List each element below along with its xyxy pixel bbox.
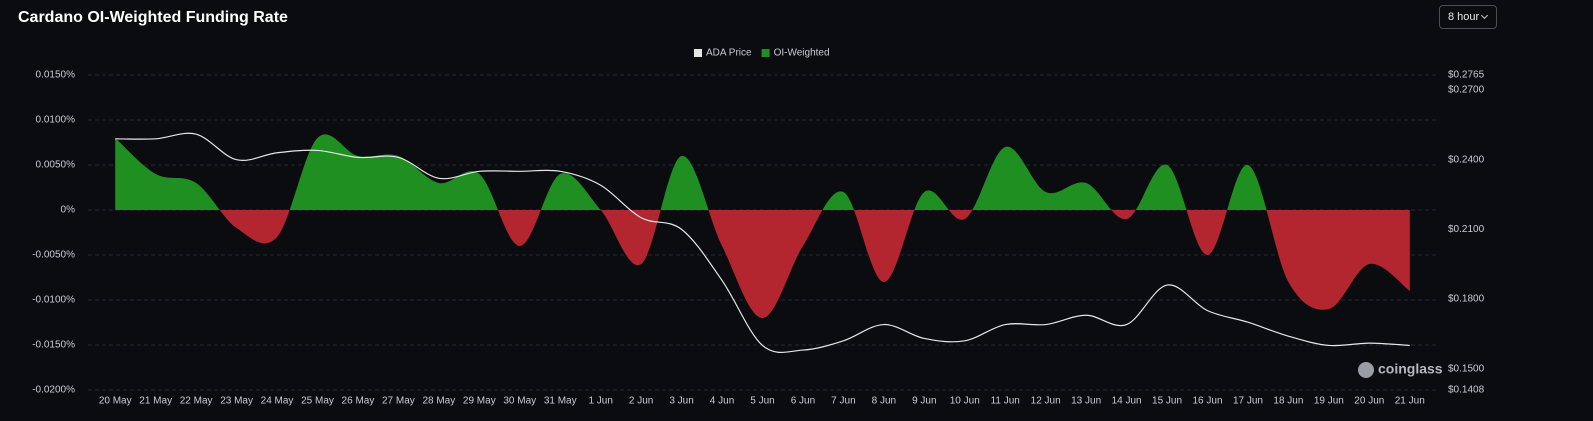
watermark-icon: [1358, 362, 1374, 378]
y2-tick-label: $0.1800: [1448, 294, 1485, 305]
x-tick-label: 9 Jun: [912, 396, 936, 407]
funding-area: [115, 134, 1410, 318]
x-tick-label: 14 Jun: [1112, 396, 1142, 407]
x-tick-label: 15 Jun: [1152, 396, 1182, 407]
x-tick-label: 23 May: [220, 396, 253, 407]
y-tick-label: -0.0200%: [32, 385, 75, 396]
y2-tick-label: $0.2765: [1448, 70, 1485, 81]
x-tick-label: 4 Jun: [710, 396, 734, 407]
legend-swatch: [694, 49, 702, 57]
y-tick-label: 0.0050%: [36, 160, 76, 171]
y-tick-label: 0%: [61, 205, 76, 216]
chart-title: Cardano OI-Weighted Funding Rate: [18, 9, 288, 26]
x-tick-label: 21 May: [139, 396, 172, 407]
x-tick-label: 10 Jun: [950, 396, 980, 407]
x-tick-label: 13 Jun: [1071, 396, 1101, 407]
y-tick-label: -0.0050%: [32, 250, 75, 261]
x-tick-label: 7 Jun: [831, 396, 855, 407]
y-tick-label: 0.0150%: [36, 70, 76, 81]
interval-selector[interactable]: 8 hour: [1439, 5, 1497, 29]
legend-label: ADA Price: [706, 48, 752, 59]
price-line: [115, 132, 1410, 353]
x-tick-label: 26 May: [342, 396, 375, 407]
x-tick-label: 3 Jun: [669, 396, 693, 407]
x-tick-label: 2 Jun: [629, 396, 653, 407]
x-tick-label: 5 Jun: [750, 396, 774, 407]
y-tick-label: -0.0150%: [32, 340, 75, 351]
x-tick-label: 25 May: [301, 396, 334, 407]
y2-tick-label: $0.2700: [1448, 85, 1485, 96]
x-tick-label: 28 May: [422, 396, 455, 407]
x-tick-label: 18 Jun: [1273, 396, 1303, 407]
x-tick-label: 19 Jun: [1314, 396, 1344, 407]
legend-swatch: [761, 49, 770, 57]
x-tick-label: 6 Jun: [791, 396, 815, 407]
y-tick-label: -0.0100%: [32, 295, 75, 306]
x-tick-label: 20 May: [99, 396, 132, 407]
x-tick-label: 22 May: [180, 396, 213, 407]
x-tick-label: 1 Jun: [588, 396, 612, 407]
x-tick-label: 27 May: [382, 396, 415, 407]
x-tick-label: 17 Jun: [1233, 396, 1263, 407]
y2-tick-label: $0.1408: [1448, 385, 1485, 396]
x-tick-label: 20 Jun: [1354, 396, 1384, 407]
y2-tick-label: $0.2400: [1448, 154, 1485, 165]
x-tick-label: 12 Jun: [1031, 396, 1061, 407]
y-tick-label: 0.0100%: [36, 115, 76, 126]
x-tick-label: 16 Jun: [1192, 396, 1222, 407]
x-tick-label: 24 May: [261, 396, 294, 407]
legend-label: OI-Weighted: [774, 48, 830, 59]
x-tick-label: 30 May: [503, 396, 536, 407]
x-tick-label: 11 Jun: [991, 396, 1020, 407]
y2-tick-label: $0.2100: [1448, 224, 1485, 235]
watermark: coinglass: [1378, 361, 1443, 377]
x-tick-label: 29 May: [463, 396, 496, 407]
y2-tick-label: $0.1500: [1448, 363, 1485, 374]
x-tick-label: 8 Jun: [872, 396, 896, 407]
x-tick-label: 21 Jun: [1395, 396, 1425, 407]
x-tick-label: 31 May: [544, 396, 577, 407]
